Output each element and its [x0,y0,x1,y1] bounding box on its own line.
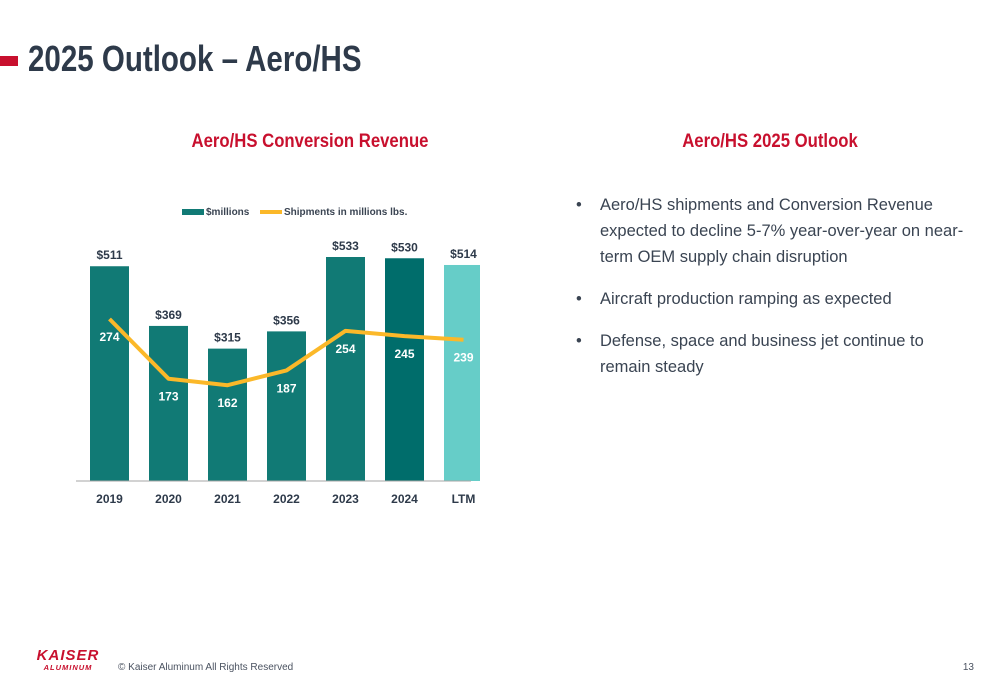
outlook-bullet: • Defense, space and business jet continu… [572,328,972,380]
revenue-bar-label: $369 [155,308,182,322]
x-axis-tick-label: 2020 [155,492,182,506]
shipments-point-label: 162 [217,396,237,410]
page-title: 2025 Outlook – Aero/HS [28,38,362,79]
bullet-dot: • [576,196,582,214]
legend-label-revenue: $millions [206,207,250,218]
shipments-point-label: 239 [453,351,473,365]
shipments-point-label: 187 [276,381,296,395]
bullet-dot: • [576,290,582,308]
revenue-bar [149,325,188,481]
outlook-bullet-text: Aero/HS shipments and Conversion Revenue… [600,196,964,266]
revenue-bar [267,331,306,481]
x-axis-tick-label: 2021 [214,492,241,506]
outlook-bullet-text: Aircraft production ramping as expected [600,290,892,308]
revenue-bar [90,266,129,481]
outlook-bullet-text: Defense, space and business jet continue… [600,332,924,376]
shipments-point-label: 274 [99,330,119,344]
logo-subtext: ALUMINUM [43,663,93,672]
revenue-bar [326,257,365,481]
revenue-bar [208,348,247,481]
revenue-bar-label: $356 [273,313,300,327]
logo-wordmark: KAISER [36,647,100,664]
outlook-bullet: • Aero/HS shipments and Conversion Revenu… [572,192,972,270]
revenue-bar-label: $533 [332,239,359,253]
x-axis-tick-label: 2022 [273,492,300,506]
copyright-notice: © Kaiser Aluminum All Rights Reserved [118,662,294,673]
legend-swatch-revenue [182,209,204,215]
title-accent-bar [0,56,18,66]
revenue-bar-label: $315 [214,331,241,345]
revenue-bar [385,258,424,481]
x-axis-tick-label: LTM [452,492,476,506]
revenue-shipments-chart: $millions Shipments in millions lbs. $511 $… [76,207,480,506]
shipments-line [108,317,464,388]
shipments-point-label: 173 [158,390,178,404]
x-axis-tick-label: 2023 [332,492,359,506]
outlook-title: Aero/HS 2025 Outlook [682,131,858,152]
shipments-point-label: 245 [394,347,414,361]
revenue-bar-label: $511 [96,248,122,262]
kaiser-aluminum-logo: KAISER ALUMINUM [28,648,108,672]
outlook-bullet-list: • Aero/HS shipments and Conversion Revenu… [572,192,972,396]
page-number: 13 [962,662,974,673]
chart-title: Aero/HS Conversion Revenue [191,131,429,152]
x-axis-tick-label: 2024 [391,492,418,506]
legend-label-shipments: Shipments in millions lbs. [284,207,408,218]
revenue-bar-label: $514 [450,247,477,261]
revenue-bar-label: $530 [391,240,418,254]
x-axis-tick-label: 2019 [96,492,123,506]
bullet-dot: • [576,332,582,350]
shipments-point-label: 254 [335,342,355,356]
outlook-bullet: • Aircraft production ramping as expected [572,286,972,312]
revenue-bar [444,264,480,481]
